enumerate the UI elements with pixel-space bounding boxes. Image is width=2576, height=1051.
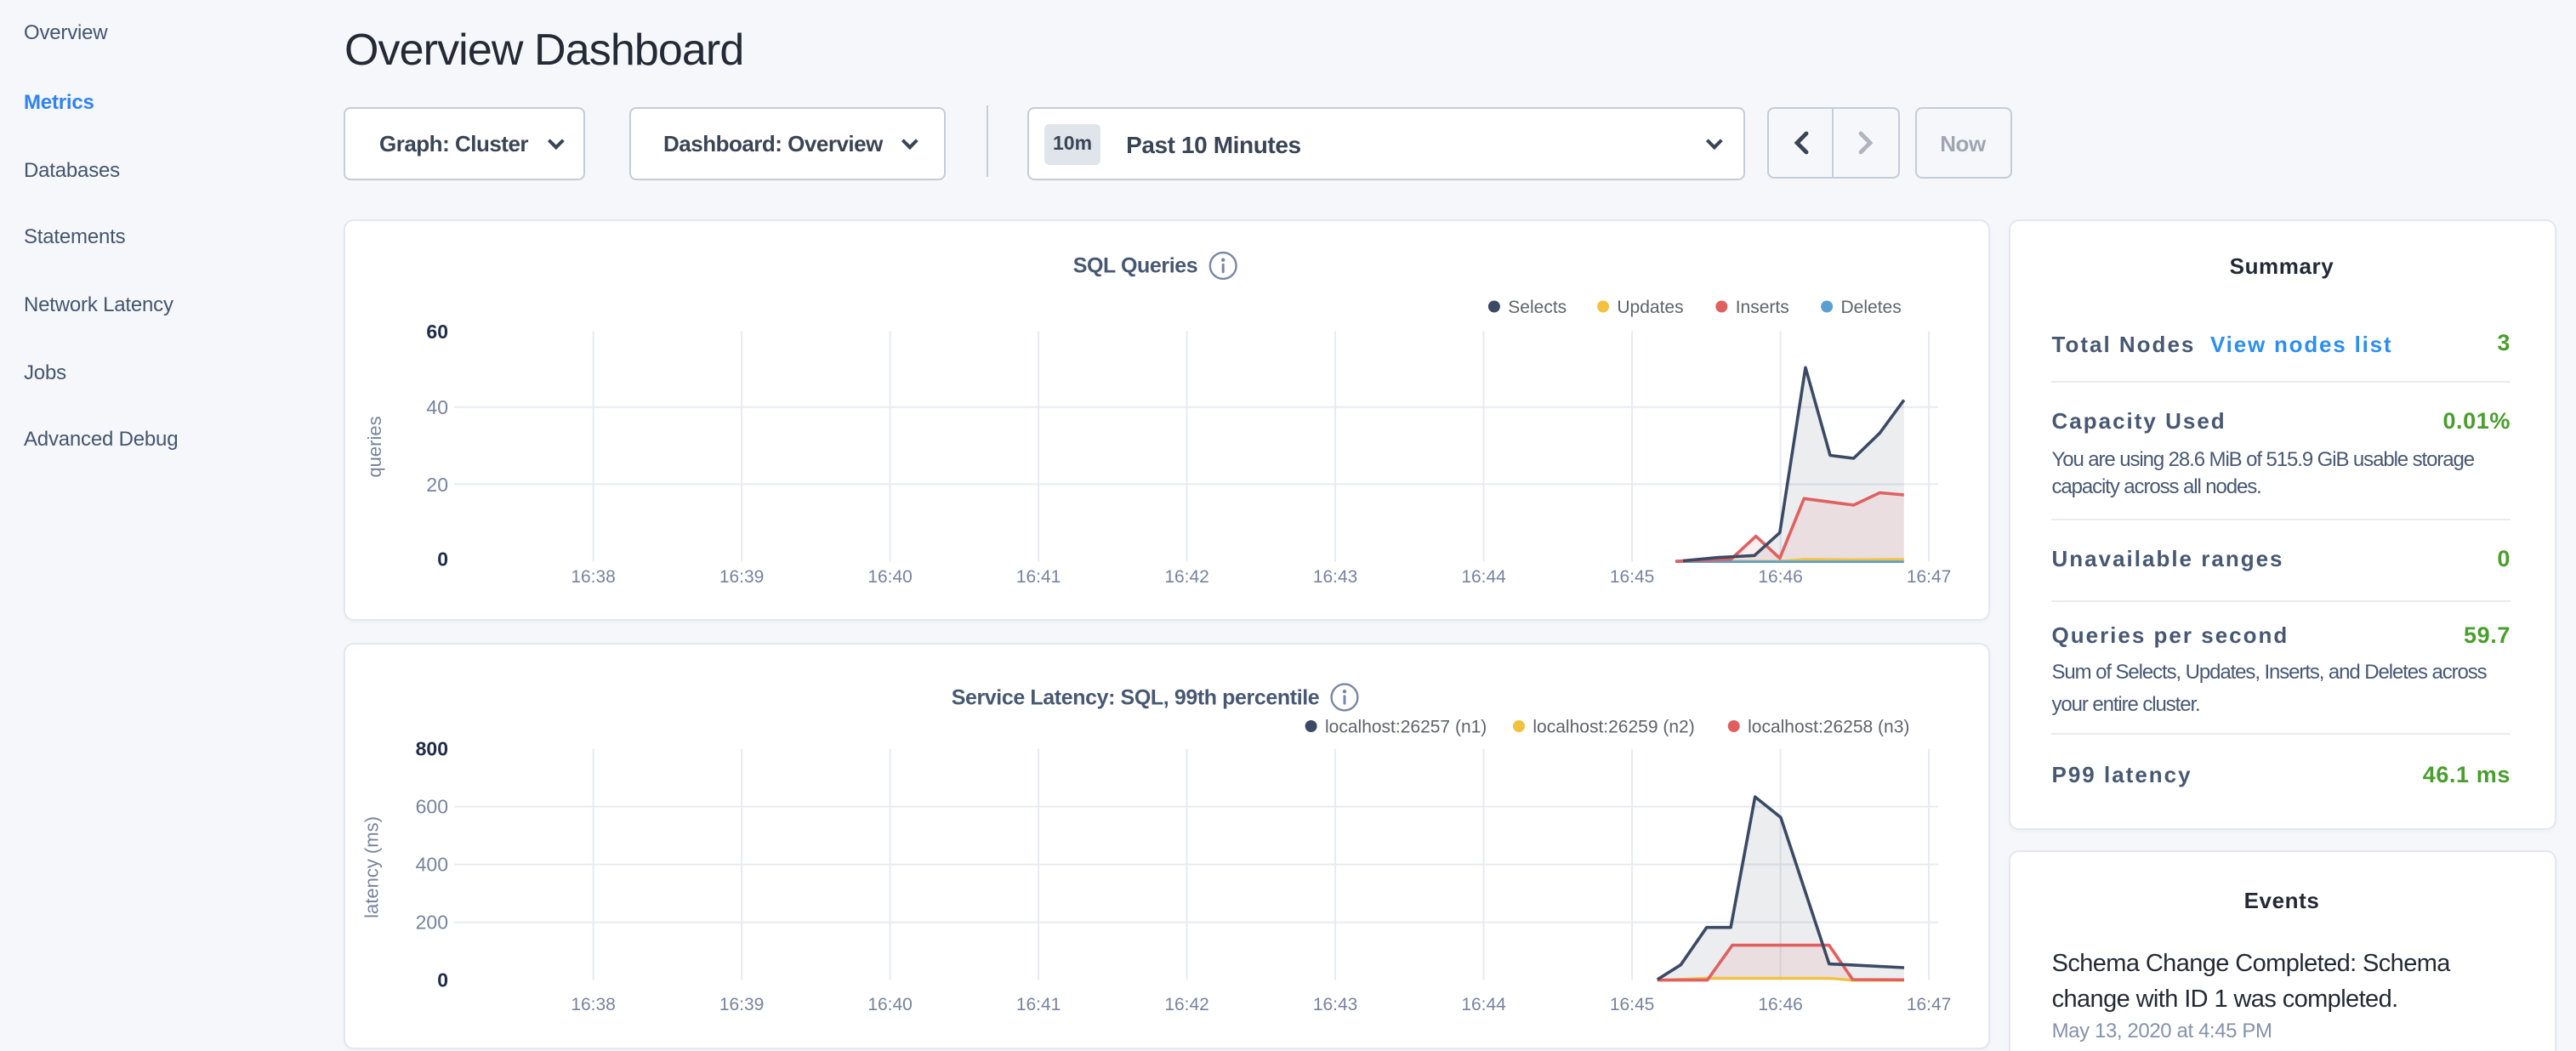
svg-text:400: 400 — [415, 854, 447, 876]
svg-text:16:44: 16:44 — [1460, 566, 1505, 586]
svg-text:localhost:26258 (n3): localhost:26258 (n3) — [1747, 717, 1908, 736]
svg-text:localhost:26257 (n1): localhost:26257 (n1) — [1324, 717, 1486, 736]
svg-text:16:40: 16:40 — [867, 995, 912, 1014]
svg-text:Service Latency: SQL, 99th per: Service Latency: SQL, 99th percentile — [951, 685, 1319, 709]
svg-text:16:39: 16:39 — [719, 995, 764, 1014]
svg-text:Selects: Selects — [1507, 297, 1566, 316]
svg-text:16:42: 16:42 — [1163, 566, 1208, 586]
svg-text:800: 800 — [415, 738, 447, 760]
svg-text:600: 600 — [415, 796, 447, 818]
svg-text:16:45: 16:45 — [1609, 566, 1654, 586]
svg-text:60: 60 — [425, 320, 447, 342]
svg-text:localhost:26259 (n2): localhost:26259 (n2) — [1532, 717, 1693, 736]
svg-text:0: 0 — [436, 548, 447, 570]
svg-text:16:44: 16:44 — [1460, 995, 1505, 1014]
svg-text:40: 40 — [425, 395, 447, 418]
svg-text:16:47: 16:47 — [1906, 566, 1951, 586]
svg-text:16:46: 16:46 — [1757, 995, 1802, 1014]
svg-text:16:40: 16:40 — [867, 566, 912, 586]
svg-text:16:45: 16:45 — [1609, 995, 1654, 1014]
svg-text:16:46: 16:46 — [1757, 566, 1802, 586]
svg-text:16:47: 16:47 — [1906, 995, 1951, 1014]
svg-text:16:38: 16:38 — [570, 995, 615, 1014]
svg-text:16:38: 16:38 — [570, 566, 615, 586]
svg-text:latency (ms): latency (ms) — [361, 816, 382, 918]
svg-text:Deletes: Deletes — [1840, 297, 1901, 316]
svg-text:SQL Queries: SQL Queries — [1072, 253, 1197, 276]
svg-text:0: 0 — [436, 969, 447, 991]
svg-text:16:43: 16:43 — [1312, 566, 1357, 586]
svg-text:16:42: 16:42 — [1163, 995, 1208, 1014]
svg-text:Updates: Updates — [1616, 297, 1682, 316]
svg-text:queries: queries — [363, 415, 384, 476]
svg-text:16:41: 16:41 — [1015, 995, 1061, 1014]
svg-text:Inserts: Inserts — [1735, 297, 1788, 316]
svg-text:16:39: 16:39 — [719, 566, 764, 586]
svg-text:200: 200 — [415, 912, 447, 934]
svg-text:16:43: 16:43 — [1312, 995, 1357, 1014]
svg-text:16:41: 16:41 — [1015, 566, 1061, 586]
svg-text:20: 20 — [425, 473, 447, 495]
